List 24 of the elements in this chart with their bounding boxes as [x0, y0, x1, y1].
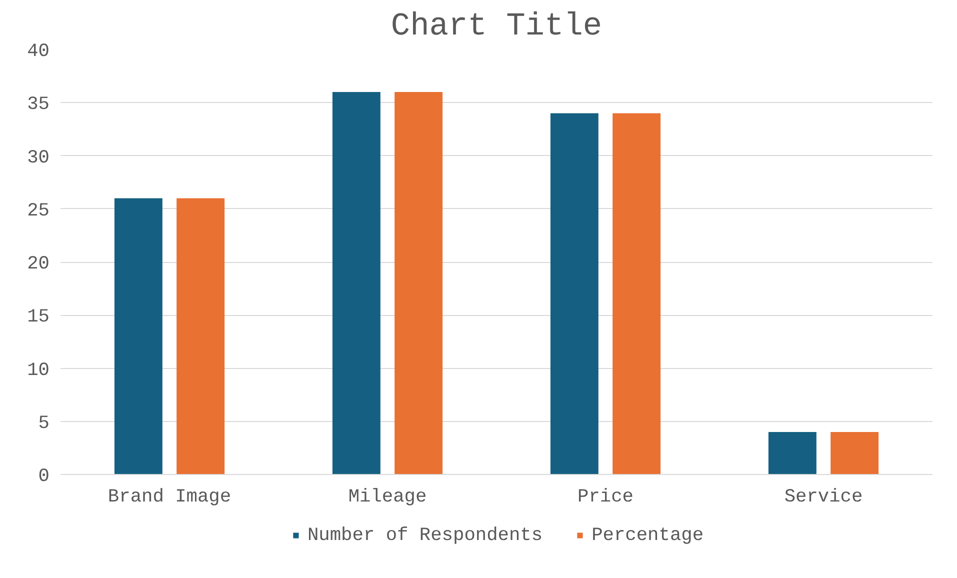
bar	[114, 198, 162, 474]
bar	[176, 198, 225, 474]
x-tick-label: Price	[578, 486, 634, 508]
y-tick-label: 5	[38, 412, 50, 434]
x-tick-label: Service	[784, 486, 863, 508]
bar	[332, 92, 380, 474]
y-tick-label: 30	[27, 146, 50, 168]
y-tick-label: 15	[27, 306, 50, 328]
bar	[612, 113, 661, 474]
legend-label: Number of Respondents	[307, 524, 543, 546]
bar	[830, 432, 879, 474]
y-tick-label: 40	[27, 40, 50, 62]
chart-title: Chart Title	[390, 8, 602, 44]
y-tick-label: 20	[27, 252, 50, 274]
bar	[768, 432, 816, 474]
x-tick-label: Mileage	[348, 486, 427, 508]
x-tick-label: Brand Image	[108, 486, 232, 508]
bar	[550, 113, 598, 474]
y-tick-label: 0	[38, 465, 50, 487]
y-tick-label: 25	[27, 199, 50, 222]
bar	[394, 92, 443, 474]
y-tick-label: 35	[27, 93, 50, 116]
y-tick-label: 10	[27, 358, 50, 381]
legend-label: Percentage	[592, 524, 704, 546]
